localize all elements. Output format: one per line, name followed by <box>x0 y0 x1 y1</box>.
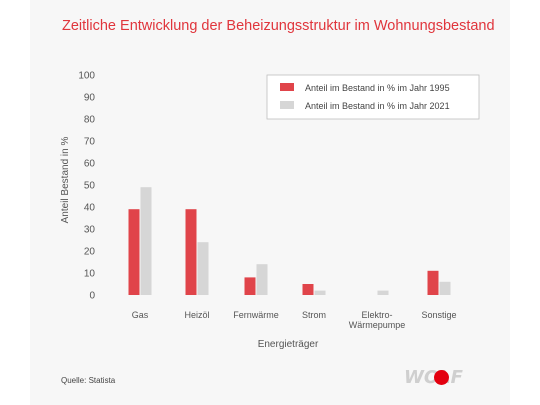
chart-panel <box>30 0 510 405</box>
x-axis-label: Energieträger <box>258 339 319 350</box>
logo-dot-icon <box>434 370 449 385</box>
x-tick-label: Heizöl <box>184 310 209 320</box>
chart-title: Zeitliche Entwicklung der Beheizungsstru… <box>62 18 495 34</box>
legend-swatch-2021 <box>280 101 294 109</box>
legend-swatch-1995 <box>280 83 294 91</box>
y-tick-label: 10 <box>84 269 96 280</box>
bar-1995-2 <box>244 277 256 295</box>
bar-1995-1 <box>185 209 197 295</box>
y-tick-label: 20 <box>84 247 96 258</box>
y-axis-label: Anteil Bestand in % <box>60 137 71 224</box>
bar-2021-2 <box>256 264 268 295</box>
legend-label-1995: Anteil im Bestand in % im Jahr 1995 <box>305 83 450 93</box>
x-tick-label: Gas <box>132 310 149 320</box>
x-axis: Gas Heizöl Fernwärme Strom Elektro-Wärmepump… <box>132 310 457 330</box>
y-tick-label: 0 <box>89 291 95 302</box>
legend: Anteil im Bestand in % im Jahr 1995 Ante… <box>266 74 480 120</box>
wolf-logo: WOLF <box>404 366 476 390</box>
source-note: Quelle: Statista <box>61 376 116 385</box>
bar-2021-0 <box>140 187 152 295</box>
y-tick-label: 30 <box>84 225 96 236</box>
bar-2021-1 <box>197 242 209 295</box>
y-tick-label: 60 <box>84 159 96 170</box>
logo-text: WOLF <box>404 367 463 388</box>
y-tick-label: 80 <box>84 115 96 126</box>
y-tick-label: 40 <box>84 203 96 214</box>
legend-label-2021: Anteil im Bestand in % im Jahr 2021 <box>305 101 450 111</box>
x-tick-label: Sonstige <box>421 310 456 320</box>
x-tick-label: Strom <box>302 310 326 320</box>
y-tick-label: 70 <box>84 137 96 148</box>
bar-2021-3 <box>314 290 326 295</box>
bar-1995-0 <box>128 209 140 295</box>
y-tick-label: 100 <box>78 71 95 82</box>
y-tick-label: 50 <box>84 181 96 192</box>
bars <box>128 187 451 295</box>
legend-box <box>266 74 480 120</box>
bar-2021-5 <box>439 281 451 295</box>
x-tick-label: Elektro- <box>361 310 392 320</box>
x-tick-label: Wärmepumpe <box>349 320 406 330</box>
y-axis: 0 10 20 30 40 50 60 70 80 90 100 <box>78 71 95 302</box>
bar-1995-5 <box>427 270 439 295</box>
x-tick-label: Fernwärme <box>233 310 279 320</box>
bar-2021-4 <box>377 290 389 295</box>
y-tick-label: 90 <box>84 93 96 104</box>
bar-1995-3 <box>302 284 314 295</box>
